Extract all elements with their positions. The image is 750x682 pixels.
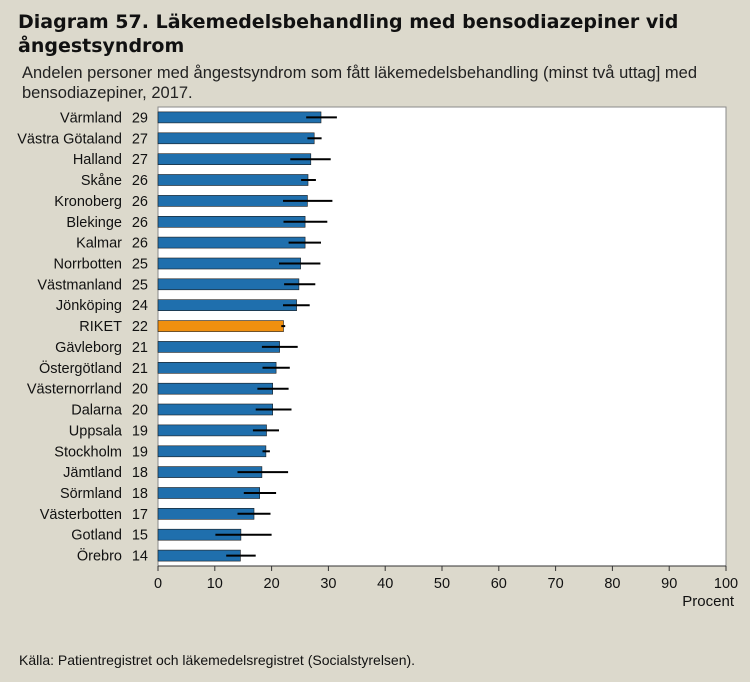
bar-chart: Värmland 29 Västra Götaland 27 Halland 27 Skån…: [17, 106, 738, 610]
category-label-6: Kalmar: [76, 236, 122, 252]
category-label-7: Norrbotten: [53, 257, 122, 273]
category-label-21: Örebro: [77, 547, 122, 565]
value-label-19: 17: [132, 507, 148, 523]
source-note: Källa: Patientregistret och läkemedelsre…: [19, 652, 416, 668]
category-label-9: Jönköping: [56, 298, 122, 314]
category-label-5: Blekinge: [66, 215, 122, 231]
bar-14: [157, 403, 273, 416]
category-label-20: Gotland: [71, 528, 122, 544]
chart-title: Diagram 57. Läkemedelsbehandling med ben…: [18, 11, 679, 57]
bar-13: [157, 382, 273, 395]
category-label-0: Värmland: [60, 110, 122, 126]
value-label-8: 25: [132, 277, 148, 293]
x-tick-label-10: 100: [714, 576, 738, 592]
x-tick-label-4: 40: [377, 576, 393, 592]
x-tick-label-1: 10: [207, 576, 223, 592]
category-label-18: Sörmland: [60, 486, 122, 502]
bar-6: [157, 236, 306, 249]
value-label-13: 20: [132, 382, 148, 398]
x-tick-label-2: 20: [264, 576, 280, 592]
bar-5: [157, 216, 306, 228]
category-label-15: Uppsala: [69, 423, 123, 439]
category-label-13: Västernorrland: [27, 382, 122, 398]
bar-11: [157, 341, 280, 353]
bar-9: [157, 299, 297, 312]
bar-0: [157, 111, 322, 124]
category-label-4: Kronoberg: [54, 194, 122, 210]
category-label-11: Gävleborg: [55, 340, 122, 356]
bar-8: [157, 278, 300, 291]
value-label-9: 24: [132, 298, 148, 314]
value-label-3: 26: [132, 173, 148, 189]
value-label-0: 29: [132, 110, 148, 126]
x-tick-label-6: 60: [491, 576, 507, 592]
value-label-4: 26: [132, 194, 148, 210]
bars-layer: [157, 111, 322, 562]
value-label-14: 20: [132, 403, 148, 419]
chart-subtitle: Andelen personer med ångestsyndrom som f…: [22, 64, 698, 102]
bar-16: [157, 445, 267, 458]
x-tick-label-9: 90: [661, 576, 677, 592]
value-label-18: 18: [132, 486, 148, 502]
x-axis-layer: 0 10 20 30 40 50 60 70 80 90 100: [154, 566, 738, 592]
value-label-5: 26: [132, 215, 148, 231]
x-tick-label-7: 70: [548, 576, 564, 592]
value-label-21: 14: [132, 549, 148, 565]
value-label-2: 27: [132, 152, 148, 168]
x-tick-label-0: 0: [154, 576, 162, 592]
category-label-8: Västmanland: [37, 277, 122, 293]
value-label-17: 18: [132, 465, 148, 481]
value-label-20: 15: [132, 528, 148, 544]
bar-1: [157, 132, 315, 145]
value-label-7: 25: [132, 257, 148, 273]
value-label-15: 19: [132, 423, 148, 439]
category-label-1: Västra Götaland: [17, 131, 122, 147]
bar-15: [157, 424, 267, 437]
category-label-19: Västerbotten: [40, 507, 122, 523]
x-axis-label: Procent: [682, 593, 735, 610]
value-label-1: 27: [132, 131, 148, 147]
category-label-17: Jämtland: [63, 465, 122, 481]
bar-12: [157, 361, 277, 374]
x-tick-label-8: 80: [604, 576, 620, 592]
category-labels-layer: Värmland 29 Västra Götaland 27 Halland 27 Skån…: [17, 110, 148, 564]
category-label-16: Stockholm: [54, 444, 122, 460]
value-label-6: 26: [132, 236, 148, 252]
category-label-10: RIKET: [79, 319, 122, 335]
category-label-3: Skåne: [81, 173, 122, 189]
x-tick-label-3: 30: [320, 576, 336, 592]
value-label-11: 21: [132, 340, 148, 356]
value-label-16: 19: [132, 444, 148, 460]
category-label-14: Dalarna: [71, 403, 123, 419]
value-label-12: 21: [132, 361, 148, 377]
bar-10: [157, 320, 284, 332]
bar-2: [157, 153, 312, 165]
bar-3: [157, 174, 309, 186]
category-label-12: Östergötland: [39, 359, 122, 377]
value-label-10: 22: [132, 319, 148, 335]
error-bars-layer: [215, 116, 337, 557]
x-tick-label-5: 50: [434, 576, 450, 592]
category-label-2: Halland: [73, 152, 122, 168]
